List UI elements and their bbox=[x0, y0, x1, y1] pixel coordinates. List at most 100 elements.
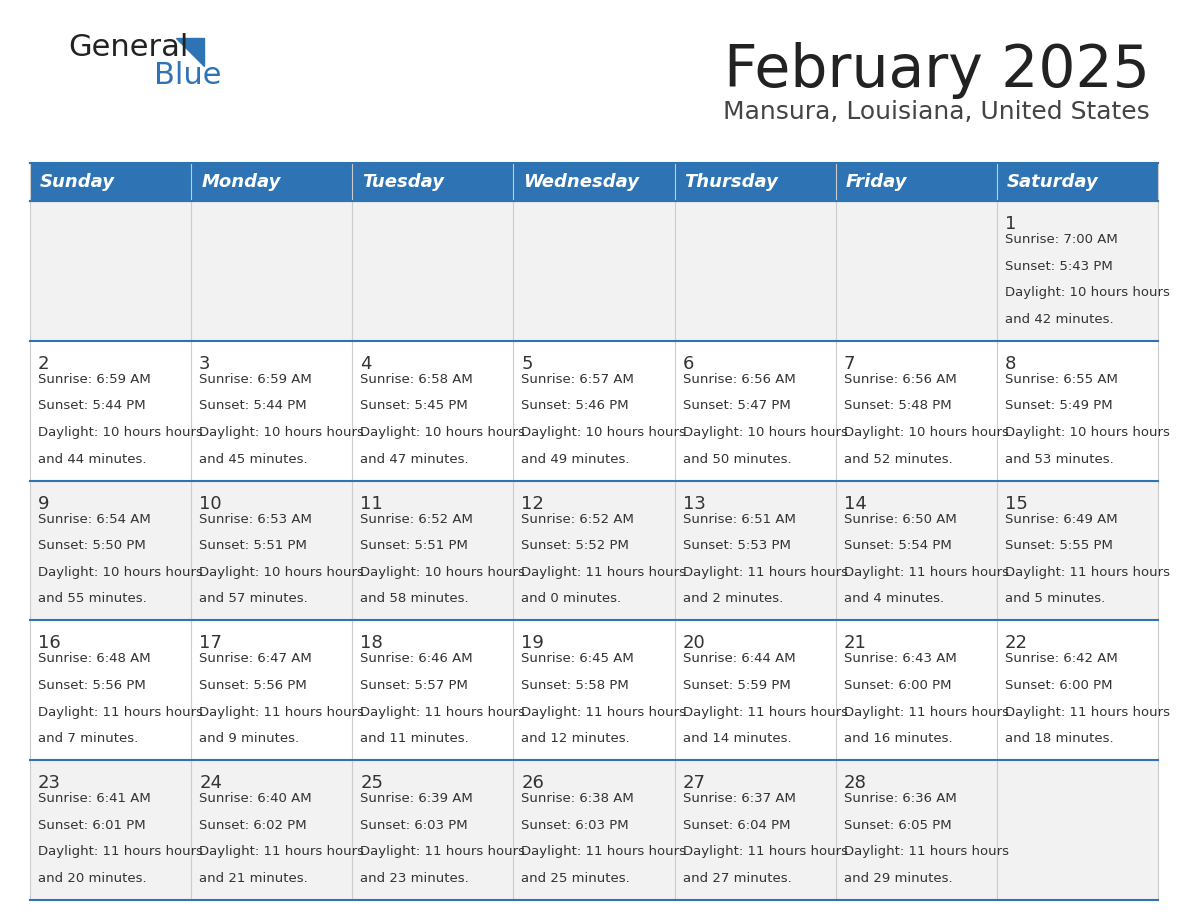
Text: and 57 minutes.: and 57 minutes. bbox=[200, 592, 308, 606]
Text: Sunrise: 6:36 AM: Sunrise: 6:36 AM bbox=[843, 792, 956, 805]
Text: and 49 minutes.: and 49 minutes. bbox=[522, 453, 630, 465]
Text: Tuesday: Tuesday bbox=[362, 173, 444, 191]
Text: Sunrise: 6:38 AM: Sunrise: 6:38 AM bbox=[522, 792, 634, 805]
Text: Friday: Friday bbox=[846, 173, 908, 191]
Text: 3: 3 bbox=[200, 354, 210, 373]
Text: and 18 minutes.: and 18 minutes. bbox=[1005, 733, 1113, 745]
Text: Sunset: 5:54 PM: Sunset: 5:54 PM bbox=[843, 539, 952, 553]
Text: 15: 15 bbox=[1005, 495, 1028, 512]
Bar bbox=[30, 621, 1158, 760]
Text: Sunset: 6:03 PM: Sunset: 6:03 PM bbox=[522, 819, 630, 832]
Text: 4: 4 bbox=[360, 354, 372, 373]
Text: 23: 23 bbox=[38, 774, 61, 792]
Text: Daylight: 11 hours hours: Daylight: 11 hours hours bbox=[843, 845, 1009, 858]
Text: 2: 2 bbox=[38, 354, 50, 373]
Text: Sunset: 5:57 PM: Sunset: 5:57 PM bbox=[360, 679, 468, 692]
Text: Sunset: 5:58 PM: Sunset: 5:58 PM bbox=[522, 679, 630, 692]
Text: Sunset: 5:44 PM: Sunset: 5:44 PM bbox=[200, 399, 307, 412]
Text: Daylight: 10 hours hours: Daylight: 10 hours hours bbox=[1005, 426, 1170, 439]
Text: Sunrise: 6:44 AM: Sunrise: 6:44 AM bbox=[683, 653, 795, 666]
Text: Sunrise: 6:52 AM: Sunrise: 6:52 AM bbox=[360, 512, 473, 526]
Text: and 2 minutes.: and 2 minutes. bbox=[683, 592, 783, 606]
Text: 26: 26 bbox=[522, 774, 544, 792]
Text: Daylight: 11 hours hours: Daylight: 11 hours hours bbox=[522, 845, 687, 858]
Text: Wednesday: Wednesday bbox=[524, 173, 639, 191]
Text: Sunset: 6:00 PM: Sunset: 6:00 PM bbox=[843, 679, 952, 692]
Text: Sunrise: 6:46 AM: Sunrise: 6:46 AM bbox=[360, 653, 473, 666]
Text: 1: 1 bbox=[1005, 215, 1016, 233]
Text: 24: 24 bbox=[200, 774, 222, 792]
Text: 7: 7 bbox=[843, 354, 855, 373]
Bar bbox=[30, 201, 1158, 341]
Text: Daylight: 11 hours hours: Daylight: 11 hours hours bbox=[843, 565, 1009, 579]
Text: Thursday: Thursday bbox=[684, 173, 778, 191]
Text: Sunset: 5:44 PM: Sunset: 5:44 PM bbox=[38, 399, 146, 412]
Text: and 47 minutes.: and 47 minutes. bbox=[360, 453, 469, 465]
Text: Daylight: 11 hours hours: Daylight: 11 hours hours bbox=[683, 565, 847, 579]
Text: 20: 20 bbox=[683, 634, 706, 653]
Text: Sunrise: 6:48 AM: Sunrise: 6:48 AM bbox=[38, 653, 151, 666]
Text: and 20 minutes.: and 20 minutes. bbox=[38, 872, 146, 885]
Text: and 9 minutes.: and 9 minutes. bbox=[200, 733, 299, 745]
Text: Sunrise: 6:53 AM: Sunrise: 6:53 AM bbox=[200, 512, 312, 526]
Text: 18: 18 bbox=[360, 634, 383, 653]
Text: Sunset: 6:04 PM: Sunset: 6:04 PM bbox=[683, 819, 790, 832]
Text: and 7 minutes.: and 7 minutes. bbox=[38, 733, 138, 745]
Text: Sunrise: 6:58 AM: Sunrise: 6:58 AM bbox=[360, 373, 473, 386]
Text: and 25 minutes.: and 25 minutes. bbox=[522, 872, 630, 885]
Text: 5: 5 bbox=[522, 354, 533, 373]
Text: and 21 minutes.: and 21 minutes. bbox=[200, 872, 308, 885]
Text: Daylight: 10 hours hours: Daylight: 10 hours hours bbox=[360, 565, 525, 579]
Text: Sunrise: 6:47 AM: Sunrise: 6:47 AM bbox=[200, 653, 312, 666]
Text: Daylight: 11 hours hours: Daylight: 11 hours hours bbox=[1005, 706, 1170, 719]
Bar bbox=[30, 760, 1158, 900]
Text: 11: 11 bbox=[360, 495, 383, 512]
Text: Daylight: 11 hours hours: Daylight: 11 hours hours bbox=[1005, 565, 1170, 579]
Text: Sunset: 5:49 PM: Sunset: 5:49 PM bbox=[1005, 399, 1112, 412]
Text: Daylight: 11 hours hours: Daylight: 11 hours hours bbox=[200, 706, 365, 719]
Text: Mansura, Louisiana, United States: Mansura, Louisiana, United States bbox=[723, 100, 1150, 124]
Text: and 5 minutes.: and 5 minutes. bbox=[1005, 592, 1105, 606]
Text: and 11 minutes.: and 11 minutes. bbox=[360, 733, 469, 745]
Text: 6: 6 bbox=[683, 354, 694, 373]
Text: Sunset: 6:03 PM: Sunset: 6:03 PM bbox=[360, 819, 468, 832]
Text: Daylight: 11 hours hours: Daylight: 11 hours hours bbox=[683, 706, 847, 719]
Text: Sunset: 5:47 PM: Sunset: 5:47 PM bbox=[683, 399, 790, 412]
Text: Daylight: 11 hours hours: Daylight: 11 hours hours bbox=[360, 845, 525, 858]
Text: 8: 8 bbox=[1005, 354, 1016, 373]
Text: Sunrise: 6:52 AM: Sunrise: 6:52 AM bbox=[522, 512, 634, 526]
Text: Sunrise: 6:59 AM: Sunrise: 6:59 AM bbox=[38, 373, 151, 386]
Text: Sunrise: 6:56 AM: Sunrise: 6:56 AM bbox=[683, 373, 795, 386]
Text: Daylight: 10 hours hours: Daylight: 10 hours hours bbox=[843, 426, 1009, 439]
Text: Sunrise: 6:57 AM: Sunrise: 6:57 AM bbox=[522, 373, 634, 386]
Text: Sunset: 5:45 PM: Sunset: 5:45 PM bbox=[360, 399, 468, 412]
Text: 21: 21 bbox=[843, 634, 866, 653]
Text: 14: 14 bbox=[843, 495, 866, 512]
Text: and 0 minutes.: and 0 minutes. bbox=[522, 592, 621, 606]
Text: Daylight: 11 hours hours: Daylight: 11 hours hours bbox=[522, 706, 687, 719]
Text: Sunrise: 6:40 AM: Sunrise: 6:40 AM bbox=[200, 792, 311, 805]
Text: Daylight: 11 hours hours: Daylight: 11 hours hours bbox=[200, 845, 365, 858]
Text: Sunset: 5:56 PM: Sunset: 5:56 PM bbox=[38, 679, 146, 692]
Text: Sunrise: 6:45 AM: Sunrise: 6:45 AM bbox=[522, 653, 634, 666]
Text: Daylight: 10 hours hours: Daylight: 10 hours hours bbox=[200, 565, 364, 579]
Text: 27: 27 bbox=[683, 774, 706, 792]
Bar bbox=[30, 163, 1158, 201]
Text: and 58 minutes.: and 58 minutes. bbox=[360, 592, 469, 606]
Text: and 42 minutes.: and 42 minutes. bbox=[1005, 313, 1113, 326]
Text: Sunset: 5:48 PM: Sunset: 5:48 PM bbox=[843, 399, 952, 412]
Text: Sunrise: 6:41 AM: Sunrise: 6:41 AM bbox=[38, 792, 151, 805]
Text: and 55 minutes.: and 55 minutes. bbox=[38, 592, 147, 606]
Text: and 16 minutes.: and 16 minutes. bbox=[843, 733, 953, 745]
Text: Sunset: 5:51 PM: Sunset: 5:51 PM bbox=[200, 539, 307, 553]
Text: 13: 13 bbox=[683, 495, 706, 512]
Text: Daylight: 11 hours hours: Daylight: 11 hours hours bbox=[38, 706, 203, 719]
Text: Daylight: 10 hours hours: Daylight: 10 hours hours bbox=[200, 426, 364, 439]
Polygon shape bbox=[176, 38, 204, 66]
Text: and 52 minutes.: and 52 minutes. bbox=[843, 453, 953, 465]
Text: Daylight: 10 hours hours: Daylight: 10 hours hours bbox=[38, 565, 203, 579]
Text: and 27 minutes.: and 27 minutes. bbox=[683, 872, 791, 885]
Text: Daylight: 11 hours hours: Daylight: 11 hours hours bbox=[683, 845, 847, 858]
Text: and 44 minutes.: and 44 minutes. bbox=[38, 453, 146, 465]
Text: and 53 minutes.: and 53 minutes. bbox=[1005, 453, 1113, 465]
